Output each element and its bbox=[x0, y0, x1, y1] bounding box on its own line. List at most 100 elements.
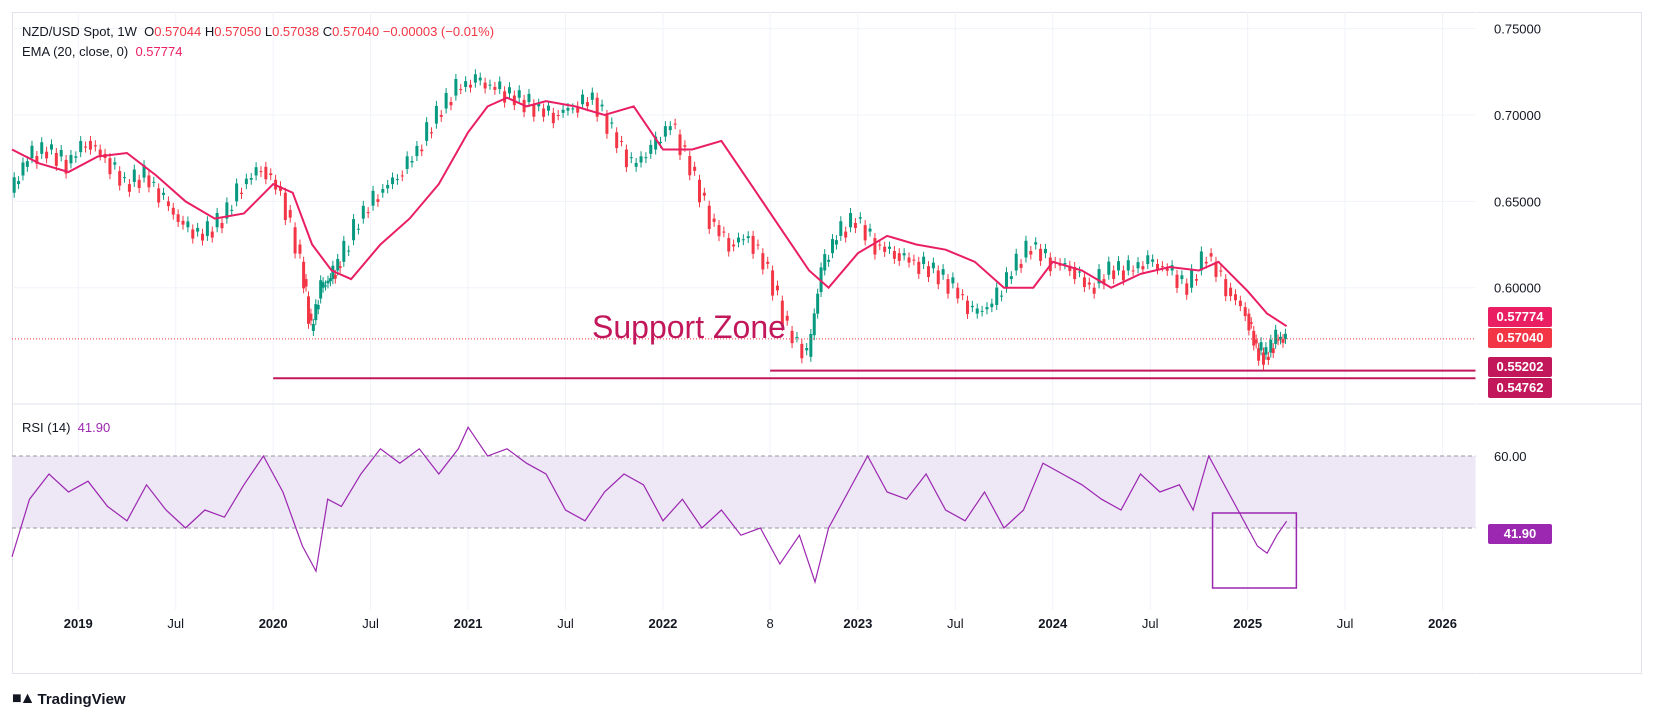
candle-body bbox=[844, 231, 848, 238]
candle-body bbox=[897, 253, 901, 261]
candle-body bbox=[790, 330, 794, 344]
candle-body bbox=[1269, 339, 1273, 353]
candle-body bbox=[1092, 287, 1096, 294]
candle-body bbox=[542, 108, 546, 117]
candle-body bbox=[176, 214, 180, 222]
candle-body bbox=[1283, 333, 1287, 340]
candle-body bbox=[1107, 261, 1111, 275]
candle-body bbox=[269, 173, 273, 176]
candle-body bbox=[727, 238, 731, 252]
price-axis-tick: 0.65000 bbox=[1494, 194, 1541, 209]
candle-body bbox=[400, 175, 404, 177]
candle-body bbox=[338, 266, 342, 268]
candle-body bbox=[839, 221, 843, 236]
candle-body bbox=[1224, 279, 1228, 297]
candle-body bbox=[1029, 251, 1033, 255]
candle-body bbox=[1252, 330, 1256, 346]
candle-body bbox=[210, 231, 214, 238]
candle-body bbox=[624, 149, 628, 168]
candle-body bbox=[302, 261, 306, 289]
candle-body bbox=[40, 142, 44, 154]
candle-body bbox=[566, 107, 570, 111]
candle-body bbox=[69, 154, 73, 164]
rsi-legend-label: RSI (14) bbox=[22, 420, 71, 435]
candle-body bbox=[1254, 339, 1258, 344]
candle-body bbox=[361, 205, 365, 219]
candle-body bbox=[812, 313, 816, 336]
candle-body bbox=[732, 244, 736, 247]
candle-body bbox=[751, 235, 755, 254]
candle-body bbox=[946, 279, 950, 294]
candle-body bbox=[503, 91, 507, 103]
candle-body bbox=[132, 169, 136, 182]
chart-frame bbox=[12, 12, 1642, 674]
candle-body bbox=[113, 162, 117, 165]
candle-body bbox=[1063, 262, 1067, 265]
time-axis-tick: 2022 bbox=[648, 616, 677, 631]
candle-body bbox=[639, 156, 643, 163]
candle-body bbox=[878, 244, 882, 246]
change-value: −0.00003 (−0.01%) bbox=[382, 24, 495, 39]
candle-body bbox=[551, 112, 555, 124]
candle-body bbox=[698, 179, 702, 203]
candle-body bbox=[756, 244, 760, 246]
time-axis-tick: Jul bbox=[167, 616, 184, 631]
candle-body bbox=[585, 102, 589, 107]
candle-body bbox=[805, 347, 809, 351]
rsi-axis-tick: 60.00 bbox=[1494, 449, 1527, 464]
candle-body bbox=[298, 244, 302, 254]
time-axis-tick: 2025 bbox=[1233, 616, 1262, 631]
candle-body bbox=[831, 239, 835, 254]
price-axis-tick: 0.70000 bbox=[1494, 108, 1541, 123]
candle-body bbox=[868, 228, 872, 232]
candle-body bbox=[331, 265, 335, 280]
candle-body bbox=[54, 153, 58, 166]
price-axis-tick: 0.60000 bbox=[1494, 281, 1541, 296]
candle-body bbox=[654, 136, 658, 150]
candle-body bbox=[927, 266, 931, 278]
candle-body bbox=[1117, 261, 1121, 271]
candle-body bbox=[517, 90, 521, 98]
candle-body bbox=[1266, 356, 1270, 360]
low-value: 0.57038 bbox=[272, 24, 320, 39]
candle-body bbox=[25, 161, 29, 167]
candle-body bbox=[532, 104, 536, 117]
candle-body bbox=[688, 156, 692, 176]
candle-body bbox=[1261, 352, 1265, 365]
candle-body bbox=[1141, 266, 1145, 270]
candle-body bbox=[912, 259, 916, 261]
candle-body bbox=[1247, 313, 1251, 331]
candle-body bbox=[316, 304, 320, 310]
candle-body bbox=[785, 315, 789, 321]
candle-body bbox=[527, 93, 531, 103]
candle-body bbox=[356, 228, 360, 230]
rsi-line bbox=[11, 425, 1288, 585]
candle-body bbox=[166, 201, 170, 207]
candle-body bbox=[483, 82, 487, 89]
candle-body bbox=[693, 166, 697, 171]
candle-body bbox=[1126, 260, 1130, 271]
candle-body bbox=[311, 323, 315, 331]
candle-body bbox=[888, 246, 892, 249]
candle-body bbox=[123, 177, 127, 179]
candle-body bbox=[304, 279, 308, 287]
candle-body bbox=[595, 97, 599, 117]
brand-name: TradingView bbox=[37, 690, 126, 708]
candle-body bbox=[907, 257, 911, 263]
symbol-label: NZD/USD Spot, 1W bbox=[22, 24, 137, 39]
candle-body bbox=[931, 262, 935, 269]
candle-body bbox=[386, 184, 390, 189]
candle-body bbox=[333, 274, 337, 279]
candle-body bbox=[278, 186, 282, 191]
candle-body bbox=[235, 183, 239, 202]
candle-body bbox=[1279, 336, 1283, 340]
support-level-2-tag: 0.54762 bbox=[1488, 378, 1552, 398]
candle-body bbox=[546, 105, 550, 111]
candle-body bbox=[1039, 248, 1043, 261]
candle-body bbox=[827, 259, 831, 262]
rsi-legend-value: 41.90 bbox=[77, 420, 111, 435]
support-zone-label: Support Zone bbox=[592, 309, 786, 345]
tradingview-brand[interactable]: ■▲ TradingView bbox=[12, 690, 126, 708]
candle-body bbox=[98, 149, 102, 156]
